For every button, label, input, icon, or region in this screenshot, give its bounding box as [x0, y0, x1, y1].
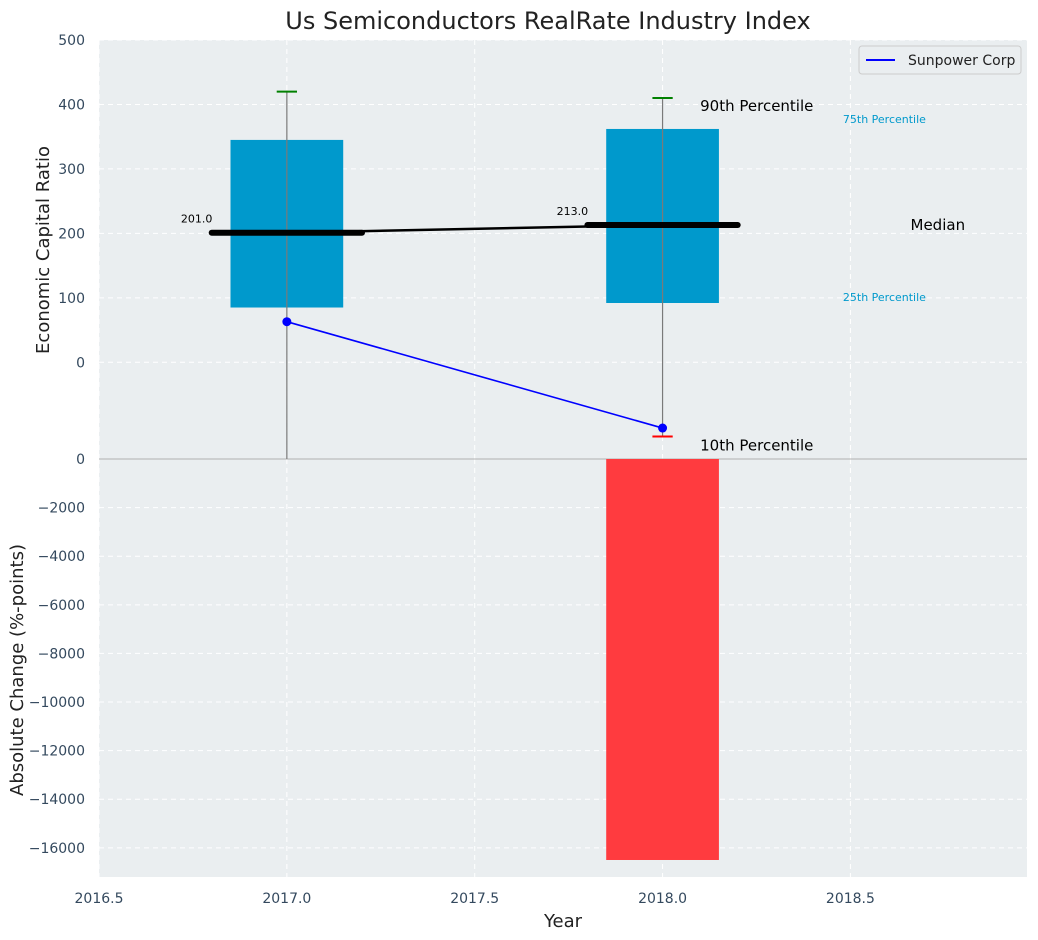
median-annotation: Median [911, 216, 966, 234]
series-line-path [286, 320, 663, 429]
top-y-axis-label: Economic Capital Ratio [33, 146, 54, 354]
bottom-y-tick-1: −2000 [38, 501, 85, 517]
x-tick-3: 2018.0 [638, 891, 687, 907]
change-bars [606, 459, 719, 860]
bottom-y-tick-8: −16000 [29, 841, 85, 857]
p25-annotation: 25th Percentile [843, 291, 926, 304]
top-y-tick-3: 300 [58, 162, 85, 178]
median-value-label-1: 213.0 [557, 205, 589, 218]
chart-title: Us Semiconductors RealRate Industry Inde… [285, 7, 810, 35]
p75-annotation: 75th Percentile [843, 113, 926, 126]
bottom-y-axis-label: Absolute Change (%-points) [7, 544, 28, 796]
percentile-boxes [208, 90, 741, 459]
change-bar-0 [606, 459, 719, 860]
top-y-ticks: 0 100 200 300 400 500 [58, 33, 85, 371]
x-tick-1: 2017.0 [262, 891, 311, 907]
legend-box [858, 45, 1022, 75]
p90-annotation: 90th Percentile [700, 97, 813, 115]
top-y-tick-0: 0 [76, 355, 85, 371]
legend: Sunpower Corp [858, 45, 1022, 75]
top-y-tick-2: 200 [58, 226, 85, 242]
bottom-y-tick-2: −4000 [38, 549, 85, 565]
series-line [282, 317, 668, 433]
bottom-y-tick-3: −6000 [38, 598, 85, 614]
top-y-tick-4: 400 [58, 97, 85, 113]
p10-annotation: 10th Percentile [700, 436, 813, 454]
bottom-y-tick-0: 0 [76, 452, 85, 468]
bottom-y-tick-4: −8000 [38, 646, 85, 662]
series-point-1 [658, 423, 668, 433]
top-y-tick-5: 500 [58, 33, 85, 49]
bottom-panel-background [99, 459, 1027, 877]
bottom-y-tick-6: −12000 [29, 744, 85, 760]
top-y-tick-1: 100 [58, 291, 85, 307]
median-trend-line [286, 223, 663, 234]
bottom-y-tick-7: −14000 [29, 792, 85, 808]
annotations: 201.0 213.0 90th Percentile 75th Percentile… [181, 97, 965, 454]
bottom-y-tick-5: −10000 [29, 695, 85, 711]
legend-label: Sunpower Corp [908, 53, 1015, 69]
x-tick-4: 2018.5 [826, 891, 875, 907]
series-point-0 [282, 317, 292, 327]
bottom-y-ticks: 0 −2000 −4000 −6000 −8000 −10000 −12000 −14000 −… [29, 452, 85, 857]
median-value-label-0: 201.0 [181, 213, 213, 226]
x-axis-label: Year [543, 911, 583, 932]
x-ticks: 2016.5 2017.0 2017.5 2018.0 2018.5 [75, 891, 875, 907]
x-tick-0: 2016.5 [75, 891, 124, 907]
x-tick-2: 2017.5 [450, 891, 499, 907]
